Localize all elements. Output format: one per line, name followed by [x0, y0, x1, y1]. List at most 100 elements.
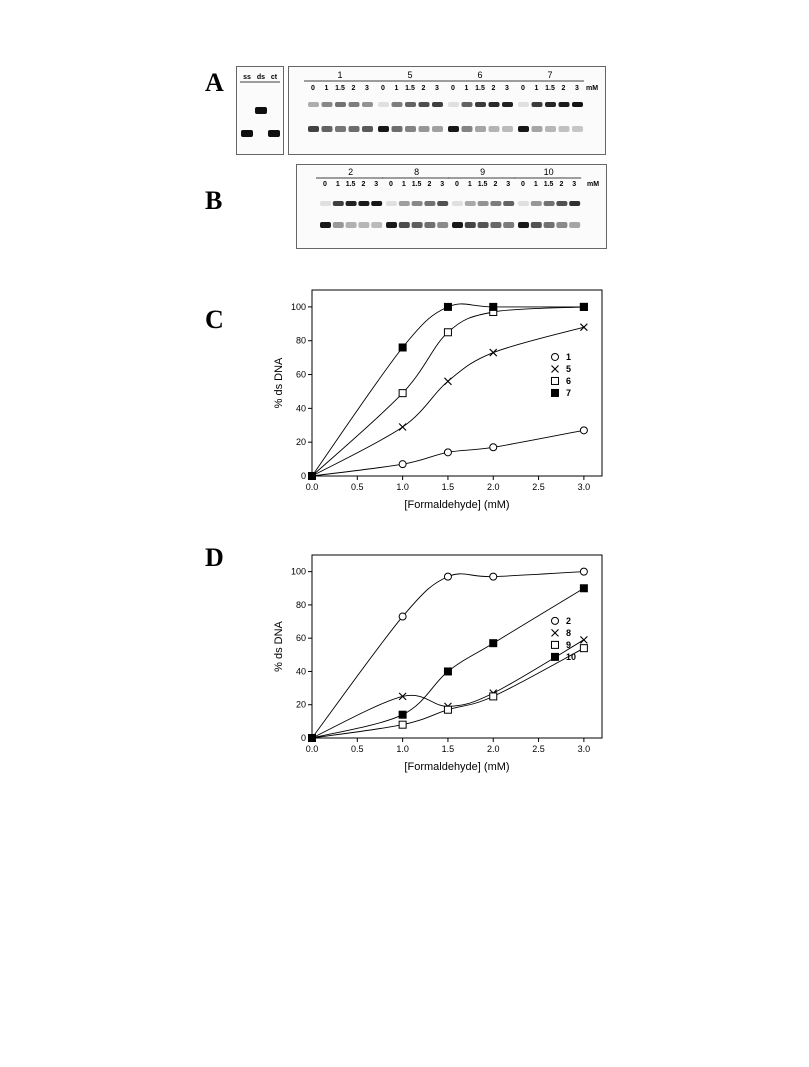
gel-band-ss [321, 126, 333, 132]
gel-band-ds [432, 102, 443, 107]
data-point-series-2 [489, 572, 498, 581]
gel-band-ss [503, 222, 515, 228]
gel-unit-label: mM [586, 85, 598, 92]
gel-band-ds [543, 201, 555, 206]
y-tick-label: 60 [296, 633, 306, 643]
gel-conc-label: 0 [389, 181, 393, 188]
x-tick-label: 0.0 [306, 482, 319, 492]
gel-band-ss [405, 126, 416, 132]
y-tick-label: 100 [291, 302, 306, 312]
gel-conc-label: 2 [427, 181, 431, 188]
gel-band-ds [448, 102, 459, 107]
data-point-series-10 [579, 584, 588, 593]
data-point-series-6 [443, 328, 452, 337]
chart-c: 0.0 0.5 1.0 1.5 2.0 2.5 3.0 0 20 40 60 80 100 [Formal… [273, 289, 603, 511]
gel-conc-label: 1 [468, 181, 472, 188]
gel-band-ds [335, 102, 346, 107]
gel-band-ds [488, 102, 500, 107]
legend-label-5: 5 [566, 364, 571, 374]
y-axis-label: % ds DNA [273, 357, 285, 408]
gel-band-ds [321, 102, 333, 107]
gel-band-ss [518, 222, 529, 228]
legend-label-9: 9 [566, 640, 571, 650]
data-point-series-9 [579, 644, 588, 653]
data-point-series-10 [443, 667, 452, 676]
gel-conc-label: 1 [395, 85, 399, 92]
gel-band-ds [452, 201, 463, 206]
y-tick-label: 80 [296, 600, 306, 610]
data-point-series-7 [443, 302, 452, 311]
x-tick-label: 1.0 [396, 482, 409, 492]
legend-label-10: 10 [566, 652, 576, 662]
data-point-series-9 [443, 705, 452, 714]
gel-band-ss [241, 130, 253, 137]
y-tick-label: 0 [301, 733, 306, 743]
data-point-series-2 [443, 572, 452, 581]
gel-band-ds [391, 102, 403, 107]
gel-band-ds [503, 201, 515, 206]
gel-band-ss [432, 126, 443, 132]
gel-band-ds [475, 102, 486, 107]
gel-conc-label: 2 [492, 85, 496, 92]
gel-band-ss [475, 126, 486, 132]
gel-image-a: ss ds ct 1 0 1 1.5 2 3 5 0 1 1.5 2 3 6 0 1 1.5 2 3 7 0 1 1.5 2 3 mM [236, 66, 606, 155]
gel-band-ss [530, 222, 542, 228]
legend-marker-5 [551, 365, 559, 373]
gel-band-ds [502, 102, 513, 107]
gel-conc-label: 2 [562, 85, 566, 92]
gel-group-label: 7 [547, 70, 552, 80]
gel-conc-label: 1 [325, 85, 329, 92]
gel-band-ss [358, 222, 370, 228]
gel-conc-label: 1.5 [545, 85, 555, 92]
gel-conc-label: 1.5 [412, 181, 422, 188]
gel-conc-label: 3 [505, 85, 509, 92]
y-tick-label: 20 [296, 700, 306, 710]
gel-band-ds [255, 107, 267, 114]
gel-conc-label: 2 [422, 85, 426, 92]
gel-band-ds [405, 102, 416, 107]
gel-band-ss [452, 222, 463, 228]
gel-image-b: 2 0 1 1.5 2 3 8 0 1 1.5 2 3 9 0 1 1.5 2 3 10 0 1 1.5 2 3 mM [296, 164, 607, 249]
data-point-series-9 [398, 720, 407, 729]
legend-marker-7 [551, 388, 559, 397]
gel-control-lane-label: ds [257, 74, 265, 81]
gel-band-ss [332, 222, 344, 228]
gel-band-ss [461, 126, 473, 132]
data-point-series-5 [579, 323, 588, 332]
gel-unit-label: mM [587, 181, 599, 188]
y-tick-label: 40 [296, 666, 306, 676]
gel-band-ss [558, 126, 570, 132]
gel-band-ss [531, 126, 543, 132]
gel-main-frame [296, 164, 607, 249]
x-tick-label: 0.5 [351, 482, 364, 492]
gel-band-ds [437, 201, 449, 206]
gel-conc-label: 3 [440, 181, 444, 188]
gel-band-ss [464, 222, 476, 228]
data-point-series-1 [398, 460, 407, 469]
gel-band-ss [345, 222, 357, 228]
gel-conc-label: 0 [311, 85, 315, 92]
gel-conc-label: 3 [572, 181, 576, 188]
gel-conc-label: 1 [535, 85, 539, 92]
x-tick-label: 3.0 [578, 744, 591, 754]
gel-band-ss [543, 222, 555, 228]
gel-conc-label: 0 [455, 181, 459, 188]
gel-group-label: 10 [544, 167, 554, 177]
gel-band-ds [348, 102, 360, 107]
gel-band-ss [378, 126, 389, 132]
data-point-series-10 [398, 710, 407, 719]
gel-band-ds [558, 102, 570, 107]
gel-group-label: 8 [414, 167, 419, 177]
gel-band-ct [268, 130, 280, 137]
gel-conc-label: 1 [402, 181, 406, 188]
data-point-series-10 [308, 734, 316, 742]
gel-control-lane-label: ct [271, 74, 278, 81]
x-tick-label: 2.5 [532, 482, 545, 492]
plot-frame [311, 289, 603, 477]
legend-marker-2 [551, 616, 559, 625]
x-tick-label: 0.5 [351, 744, 364, 754]
data-point-series-9 [489, 692, 498, 701]
data-point-series-1 [443, 448, 452, 457]
chart-d: 0.0 0.5 1.0 1.5 2.0 2.5 3.0 0 20 40 60 80 100 [Formal… [273, 554, 603, 773]
gel-band-ds [362, 102, 373, 107]
